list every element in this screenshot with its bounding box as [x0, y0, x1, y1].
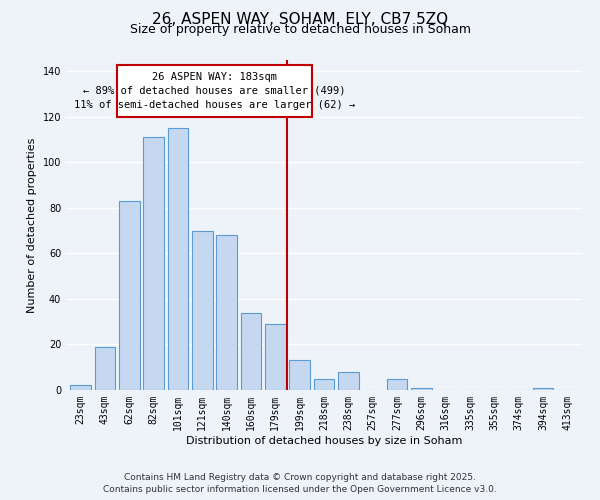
- Bar: [192, 230, 212, 390]
- Text: 26 ASPEN WAY: 183sqm
← 89% of detached houses are smaller (499)
11% of semi-deta: 26 ASPEN WAY: 183sqm ← 89% of detached h…: [74, 72, 355, 110]
- Bar: [338, 372, 359, 390]
- Bar: [289, 360, 310, 390]
- Bar: [241, 312, 262, 390]
- Text: Contains HM Land Registry data © Crown copyright and database right 2025.
Contai: Contains HM Land Registry data © Crown c…: [103, 472, 497, 494]
- Text: 26, ASPEN WAY, SOHAM, ELY, CB7 5ZQ: 26, ASPEN WAY, SOHAM, ELY, CB7 5ZQ: [152, 12, 448, 28]
- Bar: [167, 128, 188, 390]
- Bar: [117, 64, 312, 117]
- Bar: [70, 386, 91, 390]
- Bar: [411, 388, 432, 390]
- Bar: [95, 347, 115, 390]
- Bar: [314, 378, 334, 390]
- Bar: [119, 201, 140, 390]
- Bar: [265, 324, 286, 390]
- Bar: [386, 378, 407, 390]
- Bar: [533, 388, 553, 390]
- Bar: [216, 235, 237, 390]
- Bar: [143, 138, 164, 390]
- Y-axis label: Number of detached properties: Number of detached properties: [27, 138, 37, 312]
- Text: Size of property relative to detached houses in Soham: Size of property relative to detached ho…: [130, 22, 470, 36]
- X-axis label: Distribution of detached houses by size in Soham: Distribution of detached houses by size …: [186, 436, 462, 446]
